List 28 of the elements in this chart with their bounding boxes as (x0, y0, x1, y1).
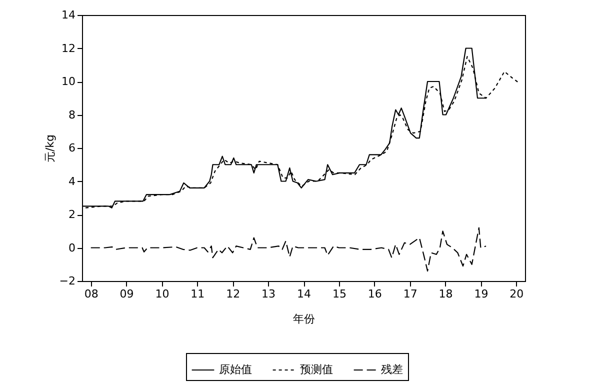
y-tick-label: 0 (68, 241, 76, 254)
y-tick-label: 4 (68, 174, 76, 188)
x-tick-label: 12 (226, 288, 240, 300)
y-tick-label: 10 (62, 75, 76, 88)
y-tick-label: 8 (68, 108, 76, 122)
y-tick-label: 14 (62, 8, 76, 22)
y-tick-label: −2 (59, 274, 76, 288)
x-tick-label: 13 (262, 288, 276, 300)
y-tick-label: 12 (62, 42, 76, 55)
x-tick-label: 19 (474, 288, 488, 300)
legend-label: 原始值 (219, 363, 252, 376)
y-axis-title: 元/kg (43, 134, 56, 163)
x-tick-label: 16 (368, 288, 382, 300)
x-tick-label: 17 (403, 288, 418, 300)
x-tick-label: 18 (438, 288, 453, 300)
legend-label: 残差 (381, 363, 403, 376)
x-tick-label: 09 (120, 288, 134, 300)
x-tick-label: 10 (155, 288, 170, 300)
x-tick-label: 15 (332, 288, 346, 300)
x-tick-label: 08 (84, 288, 98, 300)
line-series (90, 227, 487, 272)
x-axis-title: 年份 (293, 312, 315, 326)
x-tick-label: 11 (190, 288, 205, 300)
legend-label: 预测值 (300, 363, 333, 376)
y-tick-label: 6 (68, 142, 76, 154)
y-tick-label: 2 (68, 208, 76, 221)
x-tick-label: 14 (297, 288, 311, 300)
x-tick-label: 20 (510, 288, 524, 300)
